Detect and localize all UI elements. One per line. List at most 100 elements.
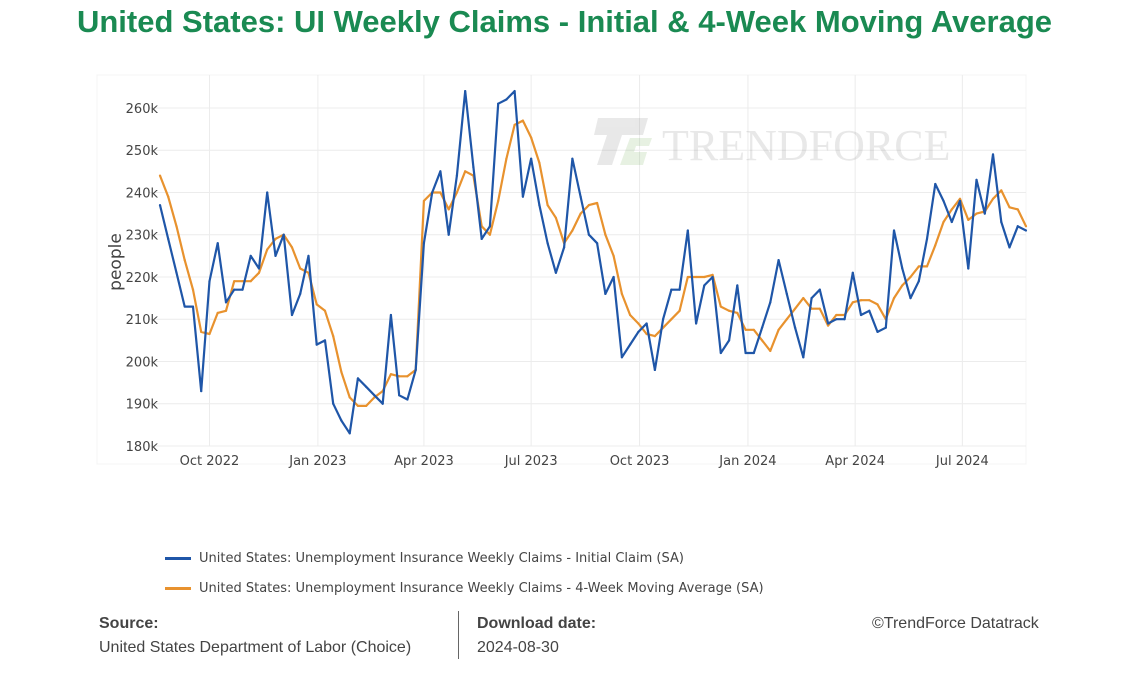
data-point — [752, 351, 755, 355]
data-point — [290, 313, 294, 317]
x-tick-label: Jan 2024 — [718, 454, 776, 469]
data-point — [241, 280, 244, 283]
data-point — [901, 267, 904, 270]
data-point — [579, 212, 582, 215]
data-point — [340, 370, 343, 374]
x-tick-label: Oct 2022 — [180, 454, 240, 469]
data-point — [802, 297, 805, 300]
legend-swatch — [165, 587, 191, 590]
data-point — [711, 273, 714, 276]
data-point — [274, 237, 277, 241]
data-point — [158, 204, 162, 207]
data-point — [1008, 246, 1011, 249]
data-point — [389, 313, 393, 317]
data-point — [373, 394, 376, 397]
footer-divider — [458, 611, 459, 659]
data-point — [571, 157, 574, 160]
data-point — [843, 318, 846, 321]
data-point — [917, 265, 920, 268]
data-point — [925, 265, 929, 268]
x-tick-label: Jan 2023 — [288, 454, 346, 469]
data-point — [216, 242, 219, 245]
data-point — [892, 297, 896, 300]
data-point — [760, 339, 764, 342]
data-point — [208, 280, 211, 283]
data-point — [274, 254, 277, 257]
data-point — [629, 343, 632, 346]
data-point — [521, 119, 524, 122]
data-point — [422, 199, 426, 203]
data-point — [934, 182, 937, 186]
data-point — [967, 218, 970, 222]
data-point — [290, 246, 294, 249]
data-point — [266, 248, 269, 251]
data-point — [513, 89, 516, 93]
data-point — [488, 225, 492, 228]
data-point — [249, 254, 252, 257]
data-point — [447, 233, 450, 236]
data-point — [942, 199, 945, 203]
data-point — [521, 195, 524, 198]
data-point — [851, 301, 854, 304]
data-point — [670, 288, 673, 291]
data-point — [472, 166, 475, 169]
data-point — [678, 288, 681, 291]
chart-title: United States: UI Weekly Claims - Initia… — [76, 4, 1053, 39]
data-point — [818, 288, 821, 291]
data-point — [769, 349, 772, 353]
data-point — [719, 351, 722, 355]
data-point — [183, 258, 186, 262]
trendforce-watermark-logo: TRENDFORCE — [594, 118, 950, 170]
data-point — [777, 328, 780, 331]
data-point — [546, 242, 549, 245]
download-date-value: 2024-08-30 — [477, 639, 559, 656]
data-point — [793, 326, 797, 329]
copyright: ©TrendForce Datatrack — [872, 615, 1039, 632]
data-point — [356, 377, 360, 380]
data-point — [323, 339, 327, 342]
data-point — [868, 299, 871, 302]
data-point — [257, 267, 261, 270]
legend-label: United States: Unemployment Insurance We… — [199, 551, 684, 566]
legend-item-initial-claim[interactable]: United States: Unemployment Insurance We… — [165, 551, 684, 566]
data-point — [711, 275, 714, 279]
data-point — [950, 208, 953, 211]
data-point — [381, 402, 384, 405]
data-point — [612, 275, 615, 279]
data-point — [670, 318, 673, 321]
data-point — [365, 404, 368, 407]
data-point — [431, 191, 434, 194]
data-point — [1024, 229, 1028, 232]
data-point — [769, 301, 772, 304]
data-point — [760, 326, 764, 329]
data-point — [249, 280, 252, 283]
data-point — [620, 292, 623, 295]
data-point — [554, 216, 557, 219]
data-point — [530, 157, 533, 160]
data-point — [439, 170, 442, 173]
data-point — [398, 375, 401, 378]
data-point — [694, 322, 698, 325]
y-tick-label: 250k — [126, 144, 159, 159]
data-point — [678, 309, 681, 312]
data-point — [967, 267, 970, 270]
data-point — [686, 229, 689, 232]
data-point — [876, 303, 879, 306]
data-point — [859, 313, 863, 317]
series-0 — [158, 89, 1028, 435]
legend-item-moving-average[interactable]: United States: Unemployment Insurance We… — [165, 581, 764, 596]
source-label: Source: — [99, 615, 159, 632]
data-point — [629, 313, 632, 317]
y-tick-label: 180k — [126, 440, 159, 455]
data-point — [505, 98, 508, 101]
data-point — [901, 284, 904, 287]
data-point — [200, 330, 203, 334]
data-point — [744, 351, 747, 355]
series-line[interactable] — [158, 89, 1027, 435]
data-point — [464, 170, 467, 173]
data-point — [851, 271, 854, 274]
data-point — [785, 318, 788, 321]
data-point — [307, 254, 310, 257]
y-tick-label: 230k — [126, 229, 159, 244]
data-point — [571, 229, 574, 232]
